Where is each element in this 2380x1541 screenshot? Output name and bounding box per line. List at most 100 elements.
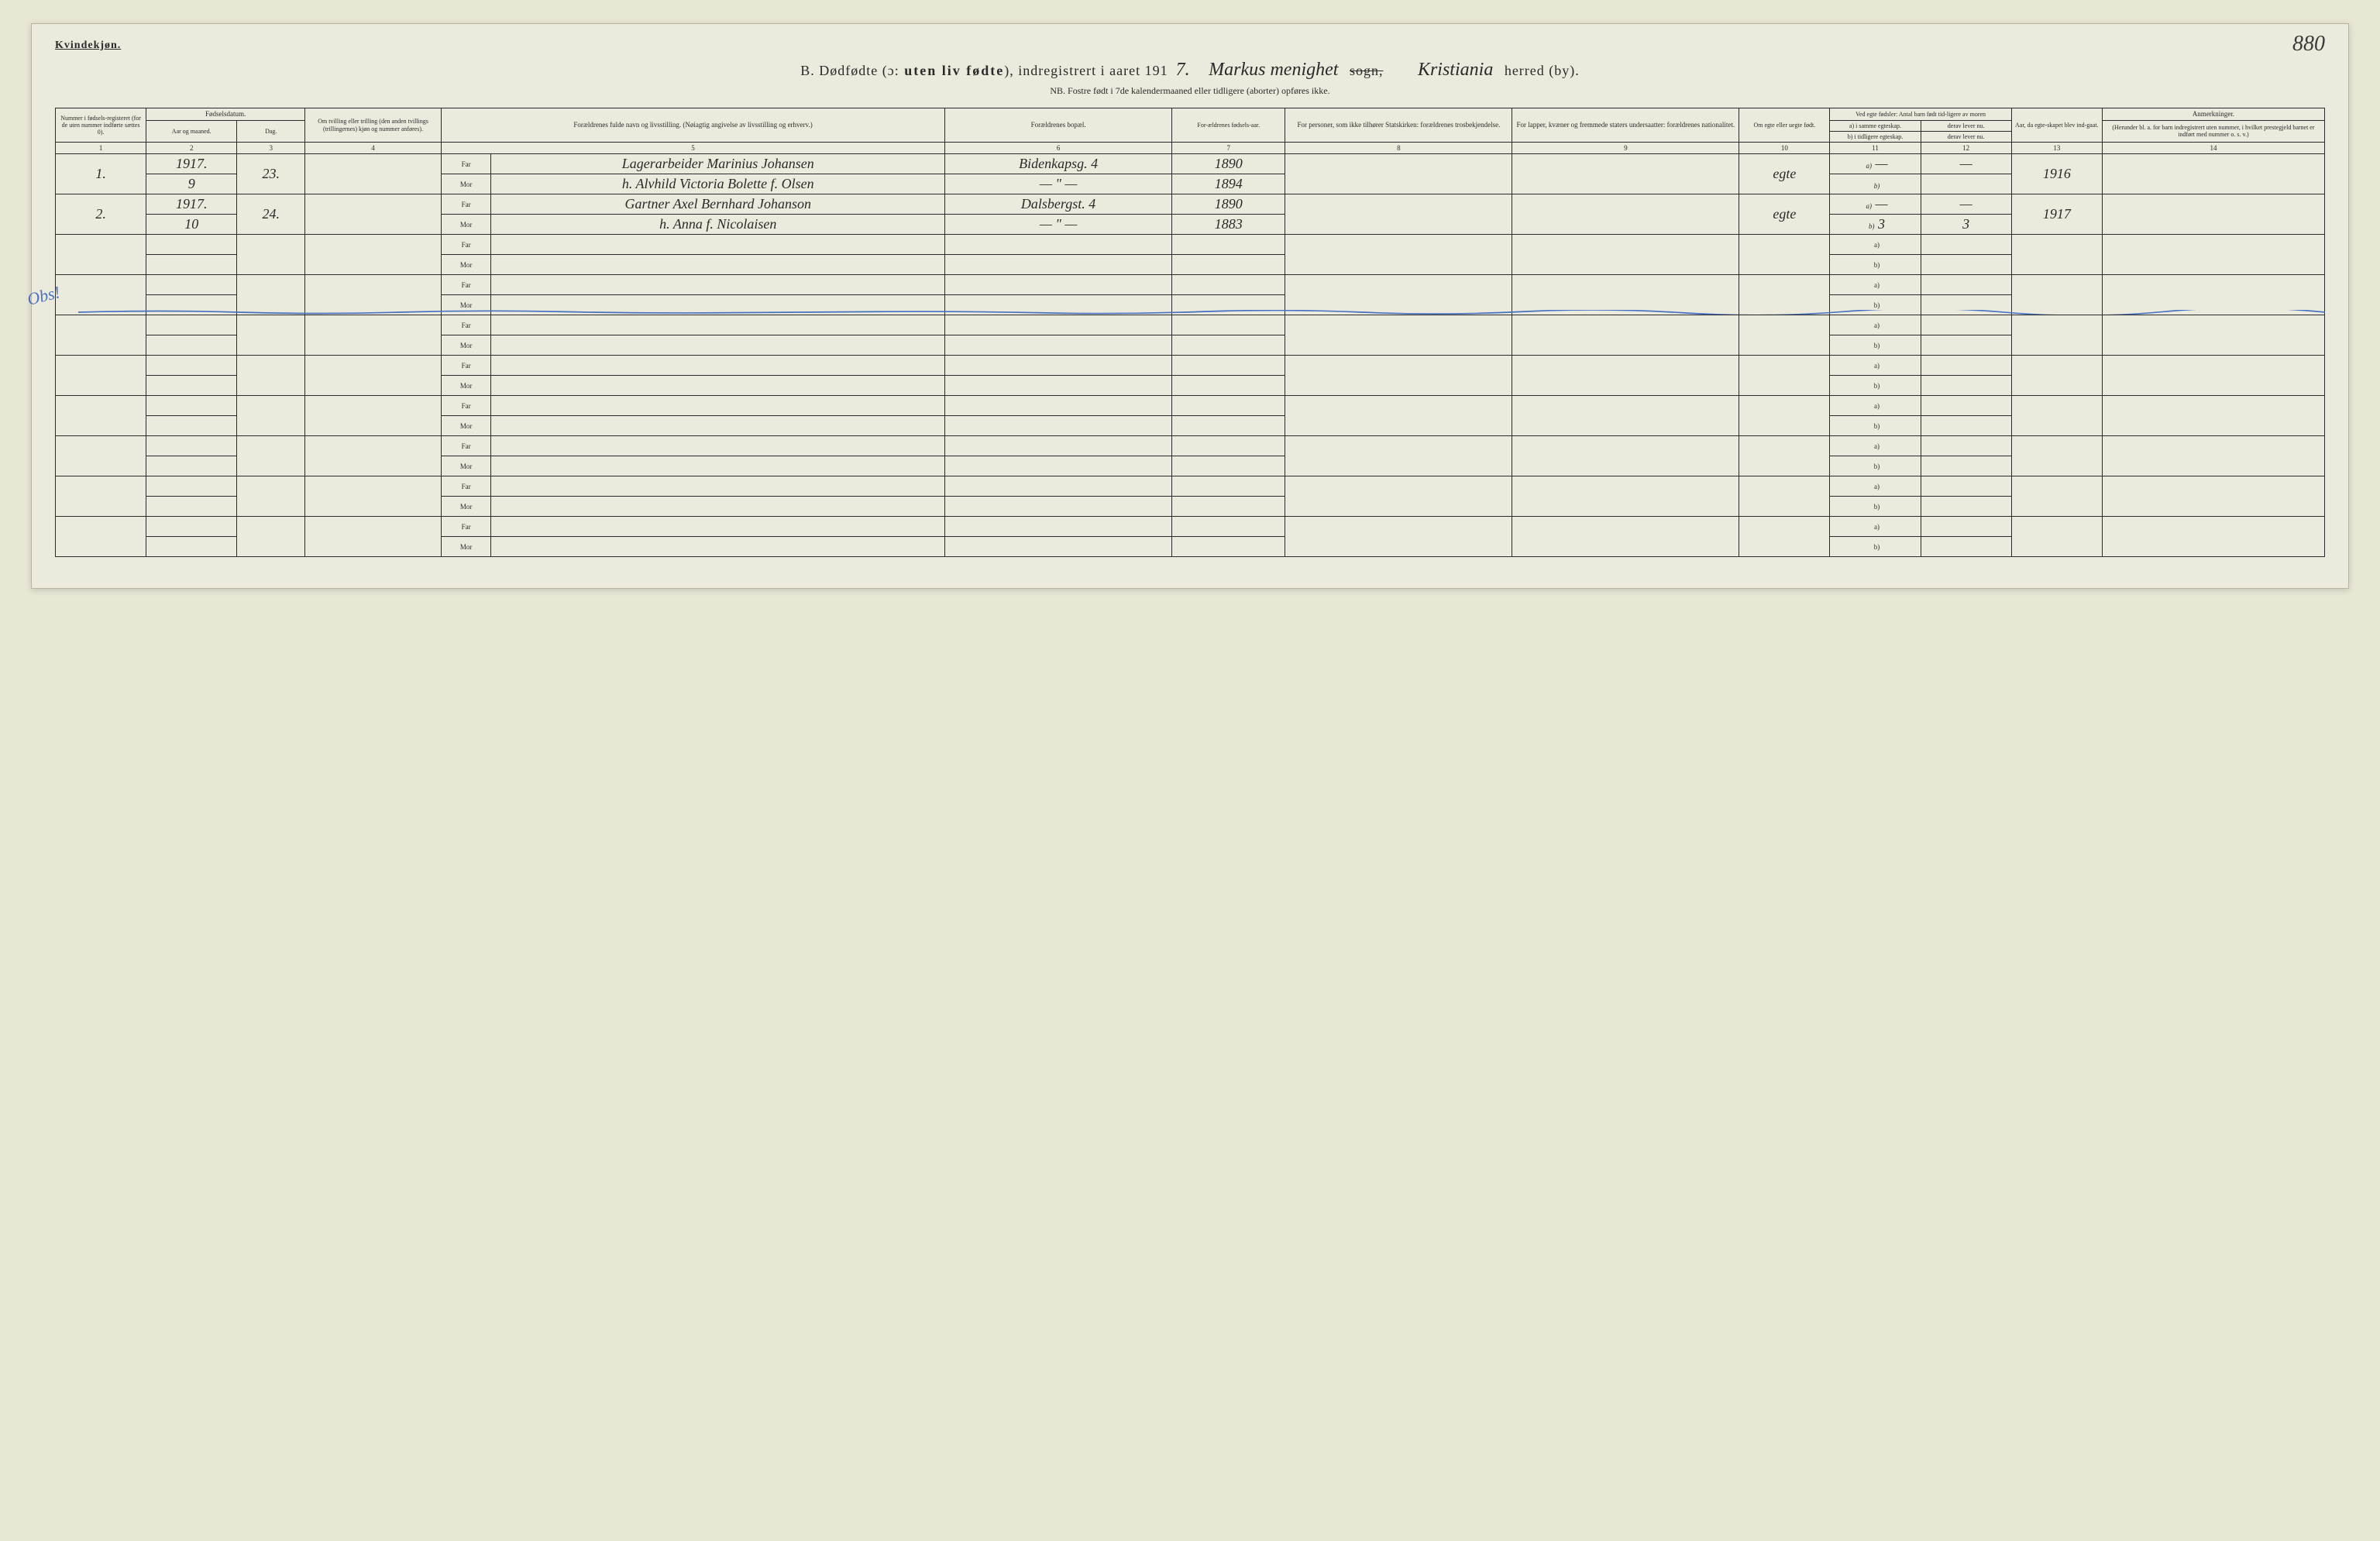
- th-prior-children: Ved egte fødsler: Antal barn født tid-li…: [1830, 108, 2011, 121]
- parish-name: Markus menighet: [1201, 60, 1346, 80]
- label-mor: Mor: [441, 537, 490, 557]
- th-bopal: Forældrenes bopæl.: [945, 108, 1172, 143]
- label-far: Far: [441, 275, 490, 295]
- cell-num: 2.: [56, 194, 146, 235]
- empty-row-far: Fara): [56, 275, 2325, 295]
- gender-label: Kvindekjøn.: [55, 40, 2325, 52]
- cell-10a: a) —: [1830, 194, 1921, 215]
- empty-row-far: Fara): [56, 517, 2325, 537]
- colnum: 2: [146, 143, 237, 154]
- cell-10b: b): [1830, 174, 1921, 194]
- column-number-row: 1 2 3 4 5 6 7 8 9 10 11 12 13 14: [56, 143, 2325, 154]
- cell-egte: egte: [1739, 194, 1830, 235]
- label-far: Far: [441, 476, 490, 497]
- label-mor: Mor: [441, 174, 490, 194]
- cell-faith: [1285, 194, 1512, 235]
- nb-line: NB. Fostre født i 7de kalendermaaned ell…: [55, 85, 2325, 97]
- title-line: B. Dødfødte (ɔ: uten liv fødte), indregi…: [55, 60, 2325, 81]
- colnum: 8: [1285, 143, 1512, 154]
- colnum: 6: [945, 143, 1172, 154]
- city-name: Kristiania: [1410, 60, 1501, 80]
- label-far: Far: [441, 436, 490, 456]
- cell-year-bot: 9: [146, 174, 237, 194]
- cell-egte: egte: [1739, 154, 1830, 194]
- label-mor: Mor: [441, 255, 490, 275]
- cell-11a: —: [1921, 194, 2011, 215]
- cell-faith: [1285, 154, 1512, 194]
- cell-bopal-far: Dalsbergst. 4: [945, 194, 1172, 215]
- cell-twin: [305, 194, 442, 235]
- colnum: 1: [56, 143, 146, 154]
- year-suffix: 7.: [1168, 60, 1198, 80]
- colnum: 12: [1921, 143, 2011, 154]
- cell-bopal-mor: — " —: [945, 215, 1172, 235]
- cell-day: 23.: [237, 154, 305, 194]
- empty-row-far: Fara): [56, 436, 2325, 456]
- colnum: 10: [1739, 143, 1830, 154]
- ledger-page: 880 Kvindekjøn. B. Dødfødte (ɔ: uten liv…: [31, 23, 2349, 589]
- cell-far-year: 1890: [1172, 154, 1285, 174]
- cell-year-top: 1917.: [146, 194, 237, 215]
- empty-row-far: Fara): [56, 315, 2325, 335]
- cell-year-married: 1916: [2011, 154, 2102, 194]
- th-10b: b) i tidligere egteskap.: [1830, 131, 1921, 142]
- label-mor: Mor: [441, 456, 490, 476]
- th-dob: Fødselsdatum.: [146, 108, 305, 121]
- cell-nat: [1512, 154, 1739, 194]
- cell-twin: [305, 154, 442, 194]
- cell-mor-year: 1894: [1172, 174, 1285, 194]
- ledger-table: Nummer i fødsels-registeret (for de uten…: [55, 108, 2325, 557]
- colnum: 5: [441, 143, 944, 154]
- cell-10a: a) —: [1830, 154, 1921, 174]
- cell-11a: —: [1921, 154, 2011, 174]
- cell-year-top: 1917.: [146, 154, 237, 174]
- cell-far-name: Lagerarbeider Marinius Johansen: [491, 154, 945, 174]
- colnum: 4: [305, 143, 442, 154]
- empty-row-far: Fara): [56, 476, 2325, 497]
- colnum: 13: [2011, 143, 2102, 154]
- colnum: 3: [237, 143, 305, 154]
- label-far: Far: [441, 154, 490, 174]
- th-parent-year: For-ældrenes fødsels-aar.: [1172, 108, 1285, 143]
- page-number: 880: [2292, 32, 2325, 57]
- cell-year-married: 1917: [2011, 194, 2102, 235]
- label-mor: Mor: [441, 215, 490, 235]
- cell-nat: [1512, 194, 1739, 235]
- th-year-month: Aar og maaned.: [146, 120, 237, 142]
- th-day: Dag.: [237, 120, 305, 142]
- colnum: 9: [1512, 143, 1739, 154]
- cell-far-year: 1890: [1172, 194, 1285, 215]
- cell-day: 24.: [237, 194, 305, 235]
- th-faith: For personer, som ikke tilhører Statskir…: [1285, 108, 1512, 143]
- th-twin: Om tvilling eller trilling (den anden tv…: [305, 108, 442, 143]
- th-anm-top: Anmerkninger.: [2102, 108, 2324, 121]
- struck-sogn: sogn,: [1350, 63, 1384, 78]
- th-nationality: For lapper, kvæner og fremmede staters u…: [1512, 108, 1739, 143]
- th-year-married: Aar, da egte-skapet blev ind-gaat.: [2011, 108, 2102, 143]
- cell-mor-name: h. Alvhild Victoria Bolette f. Olsen: [491, 174, 945, 194]
- label-mor: Mor: [441, 335, 490, 356]
- title-prefix: B. Dødfødte (ɔ:: [800, 63, 899, 78]
- herred-label: herred (by).: [1505, 63, 1580, 78]
- label-mor: Mor: [441, 497, 490, 517]
- cell-11b: [1921, 174, 2011, 194]
- th-11b: derav lever nu.: [1921, 131, 2011, 142]
- cell-mor-name: h. Anna f. Nicolaisen: [491, 215, 945, 235]
- label-far: Far: [441, 517, 490, 537]
- entry-row-far: 2.1917.24.FarGartner Axel Bernhard Johan…: [56, 194, 2325, 215]
- title-bold: uten liv fødte: [899, 63, 1005, 78]
- colnum: 14: [2102, 143, 2324, 154]
- th-anm-sub: (Herunder bl. a. for barn indregistrert …: [2102, 120, 2324, 142]
- entry-row-far: 1.1917.23.FarLagerarbeider Marinius Joha…: [56, 154, 2325, 174]
- cell-year-bot: 10: [146, 215, 237, 235]
- cell-num: 1.: [56, 154, 146, 194]
- colnum: 7: [1172, 143, 1285, 154]
- label-far: Far: [441, 235, 490, 255]
- label-far: Far: [441, 194, 490, 215]
- label-mor: Mor: [441, 295, 490, 315]
- th-10a: a) i samme egteskap.: [1830, 120, 1921, 131]
- th-num: Nummer i fødsels-registeret (for de uten…: [56, 108, 146, 143]
- label-mor: Mor: [441, 416, 490, 436]
- title-mid1: ), indregistrert i aaret 191: [1004, 63, 1168, 78]
- cell-11b: 3: [1921, 215, 2011, 235]
